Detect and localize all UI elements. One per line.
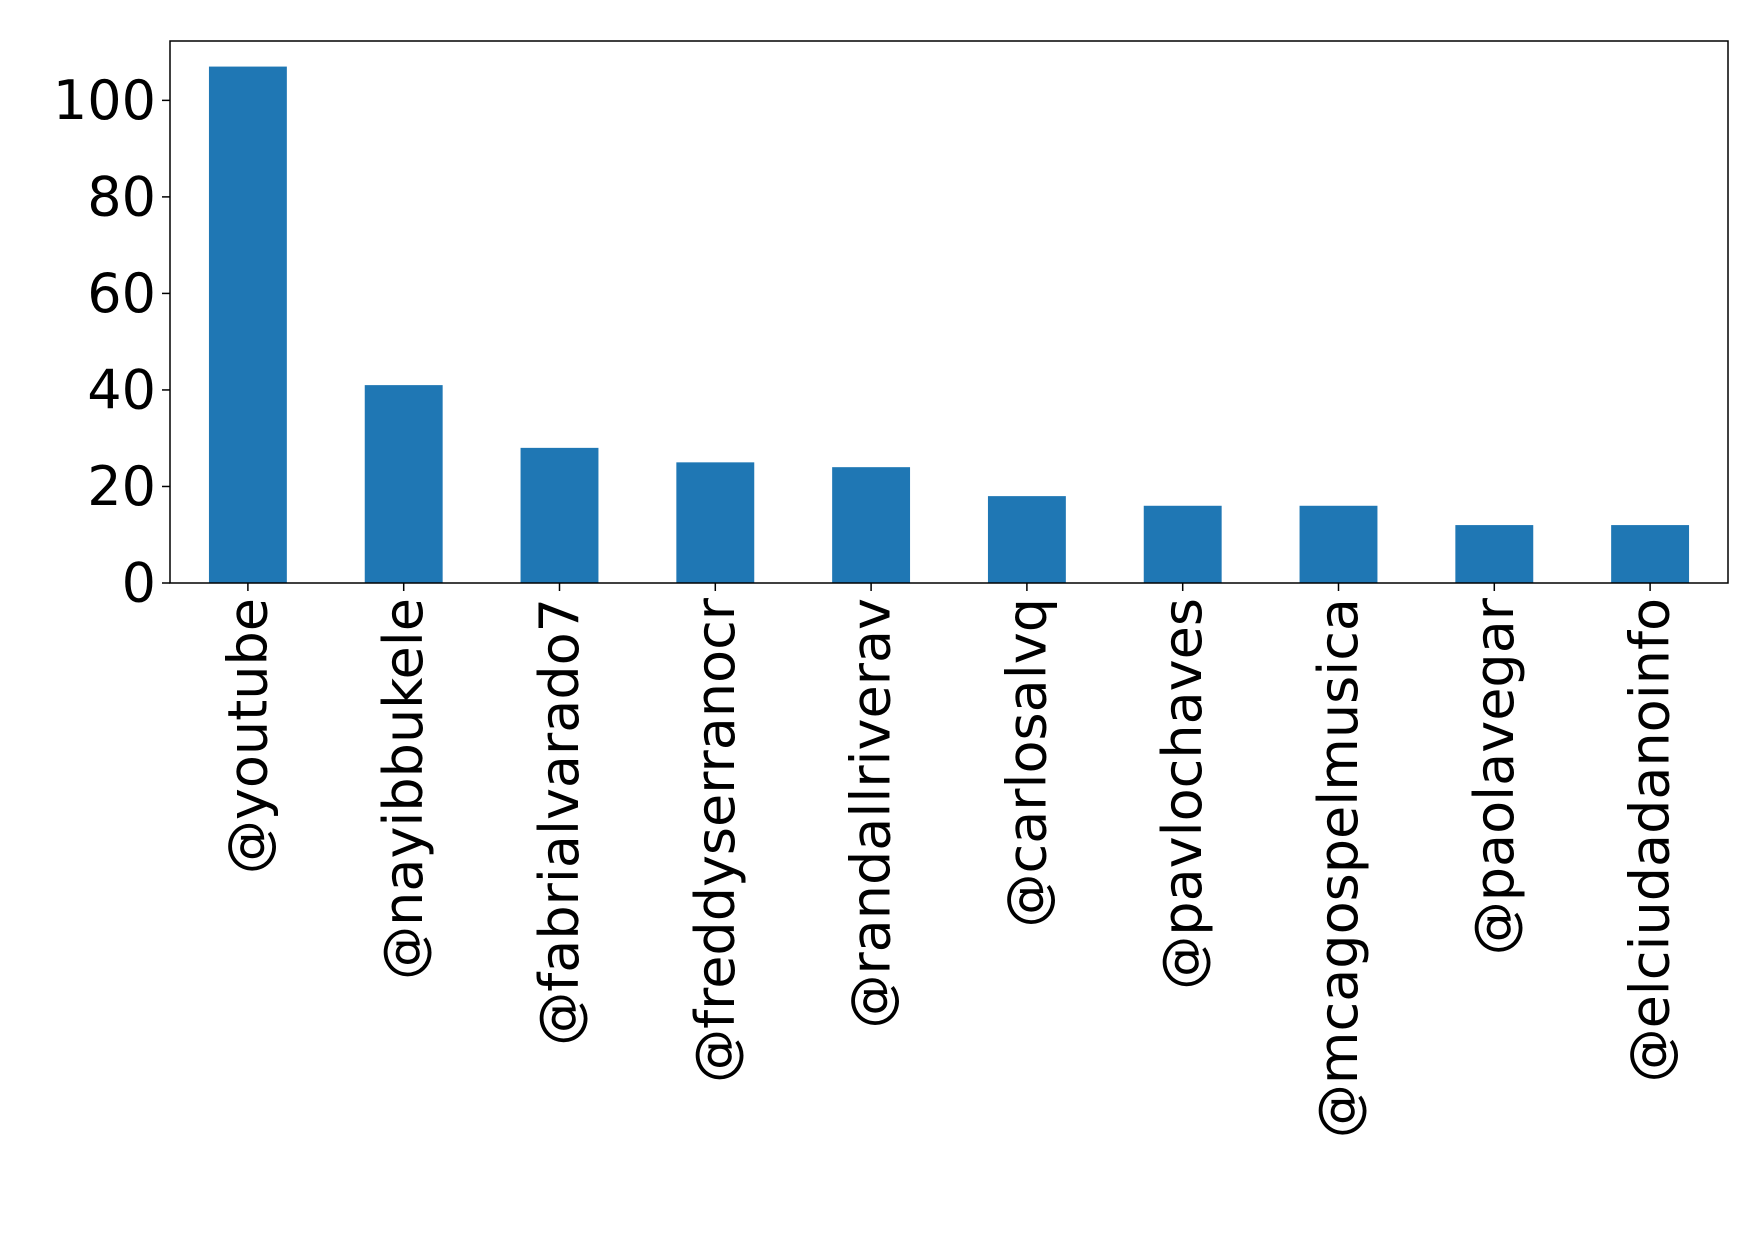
y-axis: 0 20 40 60 80 100 xyxy=(53,69,170,615)
y-tick-label: 20 xyxy=(87,455,156,518)
y-tick-label: 60 xyxy=(87,262,156,325)
x-tick-label: @freddyserranocr xyxy=(684,597,747,1083)
bar-nayibbukele xyxy=(364,385,443,583)
x-tick-label: @fabrialvarado7 xyxy=(528,598,591,1046)
bar-fabrialvarado7 xyxy=(520,447,599,583)
y-tick-label: 100 xyxy=(53,69,156,132)
x-tick-label: @randallriverav xyxy=(840,598,903,1029)
bar-randallriverav xyxy=(832,467,911,583)
bar-paolavegar xyxy=(1455,525,1534,583)
bar-youtube xyxy=(208,66,287,583)
bar-carlosalvq xyxy=(987,496,1066,583)
x-tick-label: @elciudadanoinfo xyxy=(1619,598,1682,1082)
x-tick-label: @mcagospelmusica xyxy=(1307,598,1370,1138)
x-tick-label: @carlosalvq xyxy=(995,598,1058,927)
x-tick-label: @nayibbukele xyxy=(372,598,435,980)
bar-pavlochaves xyxy=(1143,505,1222,583)
plot-frame xyxy=(169,40,1729,584)
x-axis: @youtube @nayibbukele @fabrialvarado7 @fred… xyxy=(216,583,1682,1138)
bars-layer xyxy=(208,66,1690,583)
bar-freddyserranocr xyxy=(676,462,755,583)
bar-elciudadanoinfo xyxy=(1611,525,1690,583)
bar-mcagospelmusica xyxy=(1299,505,1378,583)
y-tick-label: 40 xyxy=(87,358,156,421)
x-tick-label: @pavlochaves xyxy=(1151,598,1214,990)
y-tick-label: 0 xyxy=(122,552,156,615)
x-tick-label: @youtube xyxy=(216,598,279,874)
y-tick-label: 80 xyxy=(87,165,156,228)
x-tick-label: @paolavegar xyxy=(1463,597,1526,955)
